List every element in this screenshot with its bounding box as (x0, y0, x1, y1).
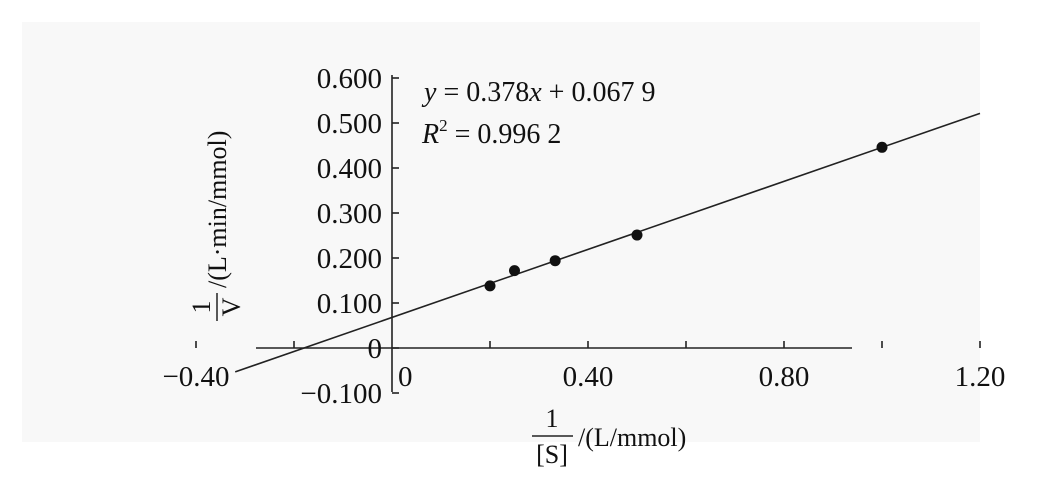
r-superscript: 2 (439, 116, 448, 135)
y-tick-label: 0.400 (317, 153, 382, 185)
x-label-unit: /(L/mmol) (578, 423, 686, 452)
y-tick-label: 0.100 (317, 288, 382, 320)
x-axis-label: 1 [S] /(L/mmol) (532, 404, 686, 469)
equation-x-var: x (528, 77, 542, 108)
r-value: = 0.996 2 (448, 119, 562, 150)
y-tick-labels: −0.100 0 0.100 0.200 0.300 0.400 0.500 0.600 (300, 63, 382, 410)
x-tick-label: 0.80 (759, 361, 810, 393)
y-tick-label: 0.500 (317, 108, 382, 140)
trendline (234, 112, 981, 373)
x-label-denominator: [S] (536, 440, 568, 469)
x-tick-marks (195, 341, 981, 348)
data-points (484, 141, 888, 292)
data-point (509, 265, 520, 277)
plot-background (22, 22, 980, 442)
data-point (484, 280, 496, 292)
y-label-numerator: 1 (187, 301, 216, 314)
data-point (631, 229, 643, 241)
y-tick-label: 0.200 (317, 243, 382, 275)
y-axis-label: 1 V /(L·min/mmol) (187, 131, 246, 321)
y-tick-label: 0.300 (317, 198, 382, 230)
x-tick-label: −0.40 (162, 361, 229, 393)
x-label-numerator: 1 (546, 404, 559, 433)
equation-y-var: y (421, 77, 437, 108)
data-point (549, 255, 561, 267)
x-tick-label: 0.40 (563, 361, 614, 393)
x-origin-label: 0 (398, 361, 413, 393)
equation-slope: = 0.378 (436, 77, 529, 108)
y-tick-label: 0.600 (317, 63, 382, 95)
equation-intercept: + 0.067 9 (542, 77, 656, 108)
y-tick-label: 0 (368, 333, 383, 365)
y-label-unit: /(L·min/mmol) (203, 131, 232, 288)
equation-line: y = 0.378x + 0.067 9 (421, 77, 655, 108)
x-tick-labels: −0.40 0.40 0.80 1.20 (162, 361, 1005, 393)
r-var: R (421, 119, 439, 150)
y-tick-marks (392, 77, 399, 394)
x-tick-label: 1.20 (955, 361, 1006, 393)
y-tick-label: −0.100 (300, 378, 382, 410)
data-point (876, 141, 888, 153)
y-label-denominator: V (217, 297, 246, 316)
r-squared-line: R2 = 0.996 2 (421, 116, 561, 150)
